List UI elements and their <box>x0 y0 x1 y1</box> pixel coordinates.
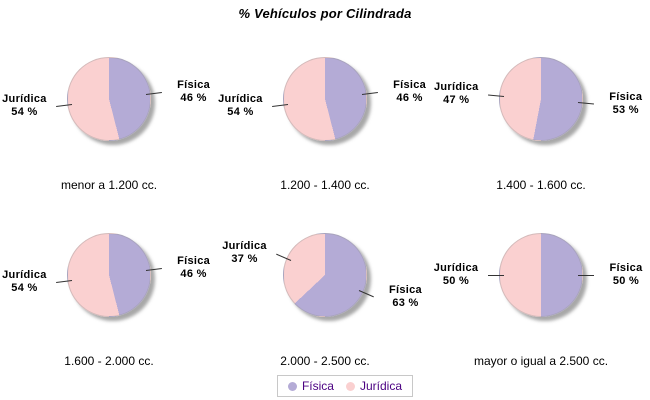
pie <box>283 57 367 141</box>
pie <box>499 57 583 141</box>
slice-label: Física 53 % <box>597 91 650 117</box>
slice-label: Jurídica 54 % <box>0 269 53 295</box>
slice-label: Jurídica 54 % <box>0 93 53 119</box>
pie-panel: Física 63 % Jurídica 37 % 2.000 - 2.500 cc. <box>217 214 433 382</box>
slice-label-name: Física <box>177 255 211 268</box>
juridica-color-swatch <box>345 381 355 391</box>
slice-label-name: Jurídica <box>2 92 47 105</box>
category-label: menor a 1.200 cc. <box>60 178 158 192</box>
callout-line <box>578 275 594 276</box>
slice-label-value: 46 % <box>180 92 207 105</box>
pie <box>499 233 583 317</box>
slice-label-name: Física <box>609 262 643 274</box>
slice-label: Jurídica 54 % <box>211 93 269 119</box>
category-label: 1.600 - 2.000 cc. <box>64 354 154 368</box>
pie-panel: Física 53 % Jurídica 47 % 1.400 - 1.600 cc. <box>433 38 649 206</box>
slice-label: Jurídica 37 % <box>216 240 274 266</box>
slice-label-name: Física <box>609 91 643 104</box>
legend-box: Física Jurídica <box>276 375 414 397</box>
slice-label: Física 63 % <box>376 284 434 310</box>
legend-label-fisica: Física <box>301 379 334 393</box>
legend: Física Jurídica <box>0 375 650 397</box>
legend-item-juridica: Jurídica <box>345 379 403 393</box>
slice-label: Jurídica 50 % <box>427 262 485 288</box>
slice-label-value: 50 % <box>442 275 470 287</box>
slice-label-value: 53 % <box>612 104 639 117</box>
slice-label: Física 50 % <box>597 262 650 288</box>
slice-label-value: 50 % <box>612 275 640 287</box>
slice-label-name: Jurídica <box>222 240 267 253</box>
slice-label: Jurídica 47 % <box>427 81 485 107</box>
pie-panel: Física 46 % Jurídica 54 % menor a 1.200 cc. <box>1 38 217 206</box>
slice-label-name: Jurídica <box>433 262 479 274</box>
pie-panel: Física 50 % Jurídica 50 % mayor o igual a 2.… <box>433 214 649 382</box>
chart-title: % Vehículos por Cilindrada <box>238 6 412 21</box>
callout-line <box>488 275 504 276</box>
slice-label-name: Física <box>388 283 422 296</box>
slice-label-name: Física <box>393 79 427 92</box>
slice-label-value: 46 % <box>396 92 423 105</box>
pie-panel: Física 46 % Jurídica 54 % 1.600 - 2.000 cc. <box>1 214 217 382</box>
pie <box>283 233 367 317</box>
slice-label-name: Jurídica <box>2 268 47 281</box>
slice-label-name: Física <box>177 79 211 92</box>
category-label: 1.200 - 1.400 cc. <box>280 178 370 192</box>
category-label: 2.000 - 2.500 cc. <box>280 354 370 368</box>
slice-label-value: 63 % <box>392 296 419 309</box>
legend-item-fisica: Física <box>287 379 334 393</box>
fisica-color-swatch <box>287 381 297 391</box>
slice-label-name: Jurídica <box>218 92 263 105</box>
slice-label-value: 54 % <box>11 105 38 118</box>
slice-label-value: 54 % <box>227 105 254 118</box>
pie-grid: Física 46 % Jurídica 54 % menor a 1.200 cc. F… <box>1 38 649 382</box>
category-label: mayor o igual a 2.500 cc. <box>473 354 609 368</box>
slice-label: Física 46 % <box>381 79 439 105</box>
pie-panel: Física 46 % Jurídica 54 % 1.200 - 1.400 cc. <box>217 38 433 206</box>
pie <box>67 57 151 141</box>
legend-label-juridica: Jurídica <box>359 379 403 393</box>
slice-label: Física 46 % <box>165 255 223 281</box>
slice-label-value: 37 % <box>231 253 258 266</box>
slice-label-name: Jurídica <box>433 80 479 93</box>
slice-label-value: 47 % <box>443 93 470 106</box>
category-label: 1.400 - 1.600 cc. <box>496 178 586 192</box>
pie <box>67 233 151 317</box>
slice-label-value: 54 % <box>11 281 38 294</box>
slice-label-value: 46 % <box>180 268 207 281</box>
slice-label: Física 46 % <box>165 79 223 105</box>
